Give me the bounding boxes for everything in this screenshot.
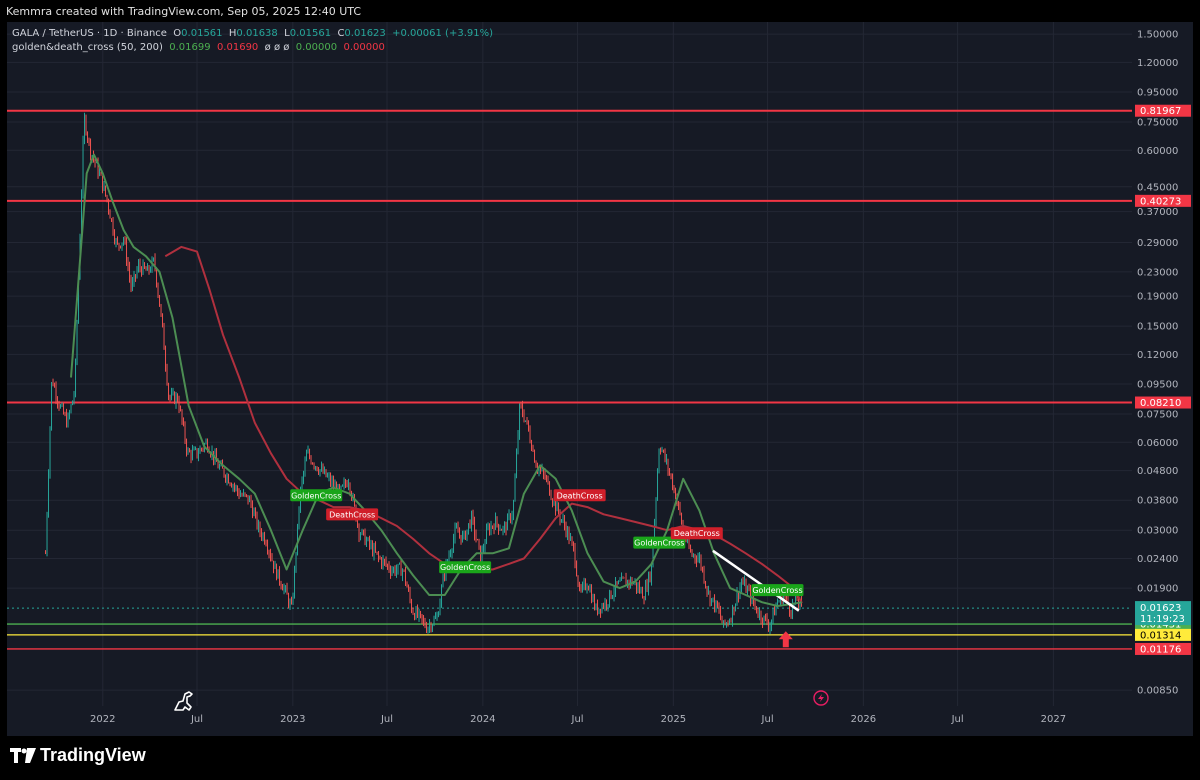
level-price-label: 0.01314 — [1140, 630, 1181, 641]
cross-annotations: GoldenCrossDeathCrossGoldenCrossDeathCro… — [290, 489, 804, 597]
level-price-tag — [1135, 628, 1191, 641]
death-cross-text: DeathCross — [329, 510, 375, 519]
y-tick-label: 1.20000 — [1137, 58, 1178, 69]
golden-cross-label — [633, 536, 686, 549]
indicator-name[interactable]: golden&death_cross (50, 200) — [12, 42, 163, 53]
legend-h-label: H — [228, 28, 237, 39]
legend-l-value: 0.01561 — [289, 28, 332, 39]
golden-cross-text: GoldenCross — [634, 539, 684, 548]
y-tick-label: 0.04800 — [1137, 466, 1178, 477]
y-tick-label: 0.09500 — [1137, 380, 1178, 391]
level-price-tag — [1135, 396, 1191, 409]
y-tick-label: 0.29000 — [1137, 238, 1178, 249]
y-tick-label: 1.50000 — [1137, 30, 1178, 41]
legend-o-value: 0.01561 — [181, 28, 223, 39]
tradingview-logo-icon[interactable] — [10, 748, 36, 764]
legend-o-label: O — [173, 28, 182, 39]
ma50-line — [70, 153, 803, 607]
y-tick-label: 0.00850 — [1137, 686, 1178, 697]
x-tick-label: 2023 — [280, 714, 305, 725]
death-cross-label — [553, 489, 606, 502]
indicator-value-2: 0.01690 — [216, 42, 259, 53]
horizontal-levels — [7, 109, 1132, 650]
y-tick-label: 0.19000 — [1137, 292, 1178, 303]
chart-panel[interactable]: GoldenCross DeathCross GoldenCross DeathCro… — [7, 22, 1193, 736]
y-tick-label: 0.07500 — [1137, 409, 1178, 420]
y-tick-label: 0.12000 — [1137, 350, 1178, 361]
level-price-label: 0.81967 — [1140, 106, 1181, 117]
y-tick-label: 0.37000 — [1137, 207, 1178, 218]
legend-c-value: 0.01623 — [344, 28, 386, 39]
last-price-label: 0.01623 — [1140, 603, 1181, 614]
trendline-layer — [712, 549, 800, 648]
golden-cross-text: GoldenCross — [752, 586, 802, 595]
legend-indicator: golden&death_cross (50, 200) 0.01699 0.0… — [12, 42, 385, 53]
death-cross-label — [670, 527, 723, 540]
chart-icons — [174, 690, 829, 711]
y-tick-label: 0.03000 — [1137, 526, 1178, 537]
level-price-label: 0.40273 — [1140, 196, 1181, 207]
tradingview-logo-text[interactable]: TradingView — [40, 745, 146, 765]
indicator-na-values: ø ø ø — [264, 42, 290, 53]
x-tick-label: Jul — [190, 714, 203, 725]
y-tick-label: 0.03800 — [1137, 496, 1178, 507]
y-tick-label: 0.06000 — [1137, 438, 1178, 449]
lightning-icon[interactable] — [813, 690, 829, 706]
x-tick-label: 2026 — [851, 714, 876, 725]
price-chart[interactable]: GoldenCrossDeathCrossGoldenCrossDeathCro… — [7, 22, 1193, 736]
x-tick-label: 2024 — [470, 714, 495, 725]
x-tick-label: 2025 — [661, 714, 686, 725]
level-price-tag — [1135, 104, 1191, 117]
x-tick-label: Jul — [951, 714, 964, 725]
level-price-label: 0.08210 — [1140, 398, 1181, 409]
dinosaur-icon — [174, 691, 193, 711]
legend-symbol[interactable]: GALA / TetherUS · 1D · Binance — [12, 28, 167, 39]
x-tick-label: Jul — [761, 714, 774, 725]
grid-lines — [7, 22, 1132, 706]
indicator-value-1: 0.01699 — [169, 42, 211, 53]
golden-cross-text: GoldenCross — [440, 563, 490, 572]
y-tick-label: 0.23000 — [1137, 267, 1178, 278]
y-tick-label: 0.60000 — [1137, 146, 1178, 157]
golden-cross-label — [439, 561, 492, 574]
last-price-tag — [1135, 601, 1191, 626]
legend-l-label: L — [284, 28, 290, 39]
death-cross-text: DeathCross — [674, 529, 720, 538]
golden-cross-label — [751, 584, 804, 597]
level-price-tag — [1135, 194, 1191, 207]
y-tick-label: 0.01900 — [1137, 584, 1178, 595]
death-cross-text: DeathCross — [557, 491, 603, 500]
y-tick-label: 0.45000 — [1137, 182, 1178, 193]
golden-cross-label — [290, 489, 343, 502]
level-price-label: 0.01176 — [1140, 644, 1181, 655]
indicator-value-4: 0.00000 — [343, 42, 385, 53]
signal-arrow-icon — [778, 631, 793, 648]
legend-change: +0.00061 (+3.91%) — [392, 28, 493, 39]
y-tick-label: 0.02400 — [1137, 554, 1178, 565]
x-tick-label: Jul — [380, 714, 393, 725]
x-tick-label: 2022 — [90, 714, 115, 725]
x-tick-label: 2027 — [1041, 714, 1066, 725]
attribution-text: Kemmra created with TradingView.com, Sep… — [6, 5, 362, 18]
death-cross-label — [326, 508, 379, 521]
candles — [45, 112, 803, 635]
trendline[interactable] — [712, 549, 800, 612]
time-axis[interactable]: 2022 Jul 2023 Jul 2024 Jul 2025 Jul 2026 Jul 2027 — [90, 714, 1066, 725]
level-price-tag — [1135, 642, 1191, 655]
price-axis[interactable]: 1.50000 1.20000 0.95000 0.75000 0.60000 0.450… — [1135, 30, 1191, 697]
x-tick-label: Jul — [571, 714, 584, 725]
golden-cross-text: GoldenCross — [291, 491, 341, 500]
legend-c-label: C — [337, 28, 345, 39]
bar-countdown-label: 11:19:23 — [1140, 614, 1185, 625]
footer-bar — [0, 736, 1200, 780]
y-tick-label: 0.15000 — [1137, 322, 1178, 333]
y-tick-label: 0.75000 — [1137, 117, 1178, 128]
indicator-value-3: 0.00000 — [295, 42, 338, 53]
y-tick-label: 0.95000 — [1137, 88, 1178, 99]
legend-ohlc: GALA / TetherUS · 1D · Binance O0.01561 … — [12, 28, 493, 39]
legend-h-value: 0.01638 — [236, 28, 278, 39]
